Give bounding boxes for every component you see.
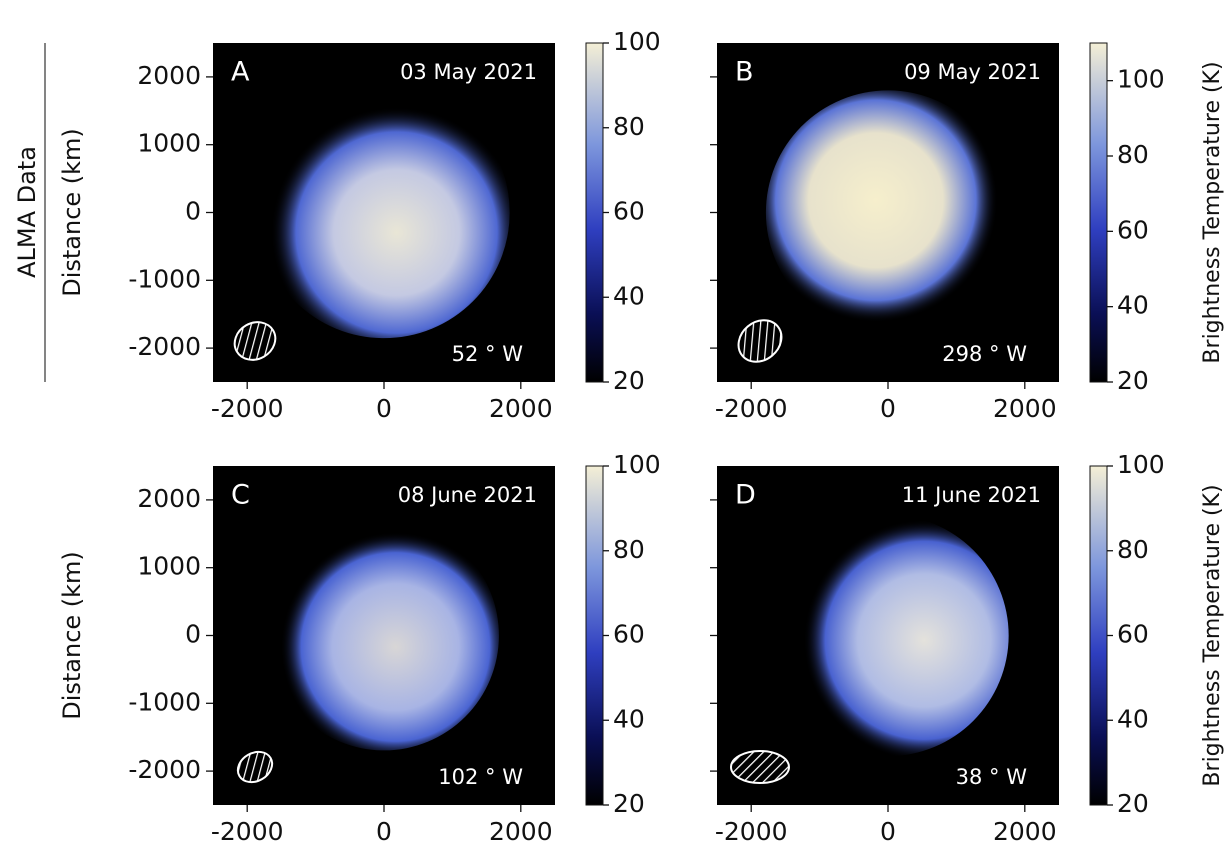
- y-tick-label: -2000: [128, 755, 201, 784]
- side-label: ALMA Data: [13, 146, 41, 278]
- panel-date: 09 May 2021: [904, 60, 1041, 84]
- colorbar: [1090, 466, 1107, 805]
- colorbar-tick-label: 20: [1117, 366, 1149, 395]
- longitude: 102 ° W: [438, 765, 523, 789]
- colorbar-tick-label: 60: [1117, 215, 1149, 244]
- colorbar-tick-label: 80: [613, 112, 645, 141]
- colorbar-tick-label: 40: [613, 281, 645, 310]
- planet-disk: [767, 515, 1008, 756]
- x-tick-label: 0: [880, 817, 896, 846]
- colorbar-tick-label: 40: [1117, 291, 1149, 320]
- colorbar-tick-label: 80: [1117, 140, 1149, 169]
- panel-date: 03 May 2021: [400, 60, 537, 84]
- y-tick-label: -1000: [128, 687, 201, 716]
- panel-letter: A: [231, 57, 250, 88]
- colorbar-tick-label: 100: [1117, 450, 1165, 479]
- figure: ALMA Data A03 May 202152 ° W-200002000-2…: [0, 0, 1225, 856]
- x-tick-label: -2000: [715, 394, 788, 423]
- x-tick-label: 0: [880, 394, 896, 423]
- colorbar-tick-label: 40: [1117, 704, 1149, 733]
- colorbar-tick-label: 80: [1117, 535, 1149, 564]
- y-tick-label: 0: [185, 620, 201, 649]
- x-tick-label: 2000: [993, 817, 1057, 846]
- colorbar-tick-label: 100: [613, 450, 661, 479]
- colorbar-tick-label: 20: [613, 789, 645, 818]
- longitude: 298 ° W: [942, 342, 1027, 366]
- x-tick-label: 0: [376, 394, 392, 423]
- y-tick-label: -2000: [128, 332, 201, 361]
- colorbar-tick-label: 60: [613, 620, 645, 649]
- planet-disk: [269, 521, 499, 751]
- y-tick-label: 1000: [137, 129, 201, 158]
- colorbar-tick-label: 100: [1117, 65, 1165, 94]
- panel-letter: C: [231, 480, 250, 511]
- y-axis-label: Distance (km): [58, 551, 86, 720]
- colorbar: [1090, 43, 1107, 382]
- colorbar-tick-label: 60: [1117, 620, 1149, 649]
- colorbar-label: Brightness Temperature (K): [1200, 61, 1225, 363]
- longitude: 38 ° W: [956, 765, 1028, 789]
- y-tick-label: 0: [185, 197, 201, 226]
- x-tick-label: 0: [376, 817, 392, 846]
- y-tick-label: 2000: [137, 61, 201, 90]
- x-tick-label: -2000: [211, 394, 284, 423]
- y-tick-label: 1000: [137, 552, 201, 581]
- colorbar-tick-label: 80: [613, 535, 645, 564]
- x-tick-label: -2000: [211, 817, 284, 846]
- panel-letter: D: [735, 480, 756, 511]
- panel-date: 11 June 2021: [902, 483, 1041, 507]
- colorbar: [586, 43, 603, 382]
- x-tick-label: -2000: [715, 817, 788, 846]
- beam: [731, 751, 789, 783]
- colorbar-tick-label: 40: [613, 704, 645, 733]
- colorbar-tick-label: 60: [613, 197, 645, 226]
- colorbar-tick-label: 100: [613, 27, 661, 56]
- x-tick-label: 2000: [993, 394, 1057, 423]
- colorbar-tick-label: 20: [613, 366, 645, 395]
- x-tick-label: 2000: [489, 394, 553, 423]
- colorbar-label: Brightness Temperature (K): [1200, 484, 1225, 786]
- planet-disk: [766, 90, 1010, 334]
- y-tick-label: 2000: [137, 484, 201, 513]
- y-axis-label: Distance (km): [58, 128, 86, 297]
- panel-letter: B: [735, 57, 754, 88]
- longitude: 52 ° W: [452, 342, 524, 366]
- planet-disk: [258, 87, 509, 338]
- panel-date: 08 June 2021: [398, 483, 537, 507]
- y-tick-label: -1000: [128, 264, 201, 293]
- x-tick-label: 2000: [489, 817, 553, 846]
- colorbar-tick-label: 20: [1117, 789, 1149, 818]
- colorbar: [586, 466, 603, 805]
